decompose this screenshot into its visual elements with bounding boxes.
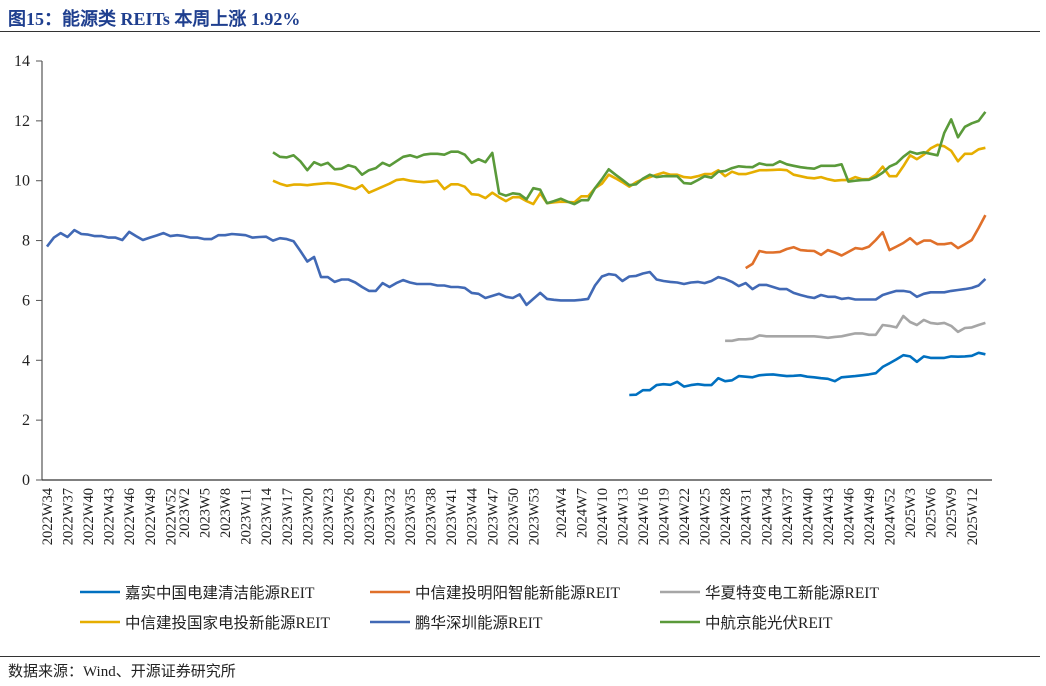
legend-label: 中信建投明阳智能新能源REIT [415, 584, 620, 602]
x-tick-label: 2025W6 [924, 488, 940, 538]
x-tick-label: 2024W49 [862, 488, 878, 545]
x-tick-label: 2024W37 [780, 488, 796, 545]
x-tick-label: 2023W41 [444, 488, 460, 545]
x-tick-label: 2024W4 [554, 487, 570, 538]
x-tick-label: 2023W2 [177, 488, 193, 538]
x-tick-label: 2024W28 [718, 488, 734, 545]
x-tick-label: 2023W5 [198, 488, 214, 538]
x-tick-label: 2024W7 [574, 488, 590, 538]
x-tick-label: 2023W17 [280, 488, 296, 545]
series-line-2 [725, 314, 986, 343]
legend-item: 华夏特变电工新能源REIT [660, 584, 879, 602]
legend-item: 嘉实中国电建清洁能源REIT [80, 584, 315, 602]
x-tick-label: 2024W31 [739, 488, 755, 545]
series-line-5 [272, 111, 987, 206]
legend-item: 中信建投国家电投新能源REIT [80, 614, 330, 632]
x-tick-label: 2022W46 [122, 488, 138, 545]
x-tick-label: 2024W19 [657, 488, 673, 545]
x-tick-label: 2025W3 [903, 488, 919, 538]
x-tick-labels: 2022W34 2022W37 2022W40 2022W43 2022W46 2022W… [40, 487, 981, 545]
x-tick-label: 2022W49 [143, 488, 159, 545]
series-line-0 [629, 351, 986, 397]
x-tick-label: 2024W34 [759, 487, 775, 545]
x-tick-label: 2022W34 [40, 487, 56, 545]
y-tick-label: 10 [14, 173, 30, 190]
x-tick-label: 2023W8 [218, 488, 234, 538]
legend-label: 中信建投国家电投新能源REIT [125, 614, 330, 632]
x-tick-label: 2023W50 [506, 488, 522, 545]
x-tick-label: 2024W52 [883, 488, 899, 545]
title-divider [0, 31, 1040, 32]
x-tick-label: 2023W38 [424, 488, 440, 545]
series-lines [45, 111, 987, 397]
x-tick-label: 2022W43 [102, 488, 118, 545]
x-tick-label: 2024W16 [636, 488, 652, 545]
x-tick-label: 2024W43 [821, 488, 837, 545]
x-tick-label: 2024W22 [677, 488, 693, 545]
x-tick-label: 2023W26 [341, 488, 357, 545]
legend: 嘉实中国电建清洁能源REIT 中信建投明阳智能新能源REIT 华夏特变电工新能源RE… [80, 584, 879, 632]
y-tick-label: 8 [22, 233, 30, 250]
x-tick-label: 2024W25 [698, 488, 714, 545]
x-tick-label: 2023W47 [485, 488, 501, 545]
x-tick-label: 2023W11 [239, 488, 255, 545]
legend-label: 中航京能光伏REIT [705, 614, 833, 632]
y-tick-label: 12 [14, 113, 30, 130]
series-line-1 [745, 214, 987, 270]
y-tick-label: 14 [14, 53, 30, 70]
legend-label: 鹏华深圳能源REIT [415, 614, 543, 632]
figure-title: 图15：能源类 REITs 本周上涨 1.92% [8, 9, 301, 29]
x-tick-label: 2023W44 [465, 487, 481, 545]
x-tick-label: 2024W13 [615, 488, 631, 545]
x-tick-label: 2023W14 [259, 487, 275, 545]
axes [36, 60, 992, 481]
legend-item: 鹏华深圳能源REIT [370, 614, 543, 632]
y-tick-labels: 0 2 4 6 8 10 12 14 [14, 53, 30, 489]
x-tick-label: 2023W29 [362, 488, 378, 545]
series-line-4 [45, 228, 987, 307]
x-tick-label: 2025W9 [944, 488, 960, 538]
x-tick-label: 2023W20 [300, 488, 316, 545]
x-tick-label: 2024W40 [800, 488, 816, 545]
legend-item: 中航京能光伏REIT [660, 614, 833, 632]
x-tick-label: 2022W52 [163, 488, 179, 545]
x-tick-label: 2022W40 [81, 488, 97, 545]
x-tick-label: 2023W35 [403, 488, 419, 545]
x-tick-label: 2024W10 [595, 488, 611, 545]
data-source-note: 数据来源：Wind、开源证券研究所 [8, 664, 236, 680]
x-tick-label: 2023W23 [321, 488, 337, 545]
x-tick-label: 2023W32 [383, 488, 399, 545]
x-tick-label: 2022W37 [61, 488, 77, 545]
y-tick-label: 4 [22, 352, 30, 369]
y-tick-label: 6 [22, 292, 30, 309]
x-tick-label: 2023W53 [526, 488, 542, 545]
legend-label: 嘉实中国电建清洁能源REIT [125, 584, 315, 602]
x-tick-label: 2024W46 [841, 488, 857, 545]
legend-item: 中信建投明阳智能新能源REIT [370, 584, 620, 602]
x-tick-label: 2025W12 [965, 488, 981, 545]
source-divider [0, 656, 1040, 657]
line-chart: 0 2 4 6 8 10 12 14 2022W34 2022W37 2022W40 2022W43… [14, 53, 992, 632]
legend-label: 华夏特变电工新能源REIT [705, 584, 879, 602]
y-tick-label: 0 [22, 472, 30, 489]
y-tick-label: 2 [22, 412, 30, 429]
